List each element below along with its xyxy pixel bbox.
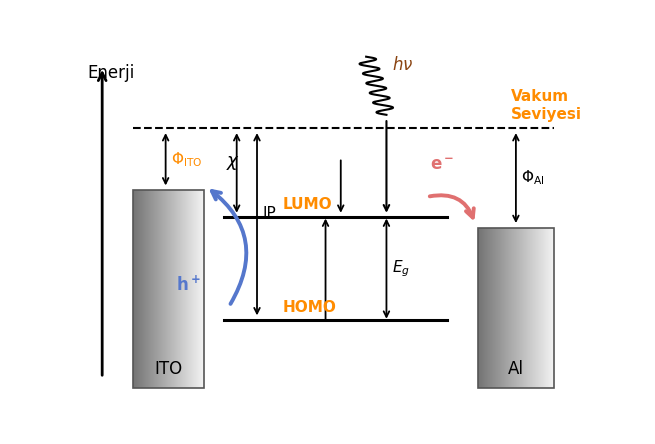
Text: $\chi$: $\chi$ — [225, 154, 240, 172]
Text: $E_g$: $E_g$ — [392, 258, 409, 279]
Bar — [132, 190, 204, 388]
Text: $\Phi_\mathrm{ITO}$: $\Phi_\mathrm{ITO}$ — [171, 150, 202, 169]
Text: Vakum
Seviyesi: Vakum Seviyesi — [511, 89, 582, 122]
Text: $\mathbf{e^-}$: $\mathbf{e^-}$ — [430, 155, 454, 174]
Text: ITO: ITO — [154, 360, 182, 378]
Text: Enerji: Enerji — [87, 63, 134, 82]
Bar — [477, 228, 554, 388]
Text: LUMO: LUMO — [282, 197, 332, 212]
Text: $\mathbf{h^+}$: $\mathbf{h^+}$ — [176, 276, 200, 295]
Text: HOMO: HOMO — [282, 300, 336, 315]
Text: $h\nu$: $h\nu$ — [392, 56, 413, 75]
Text: $\Phi_\mathrm{Al}$: $\Phi_\mathrm{Al}$ — [521, 169, 544, 187]
Text: IP: IP — [262, 206, 276, 222]
Text: Al: Al — [508, 360, 524, 378]
